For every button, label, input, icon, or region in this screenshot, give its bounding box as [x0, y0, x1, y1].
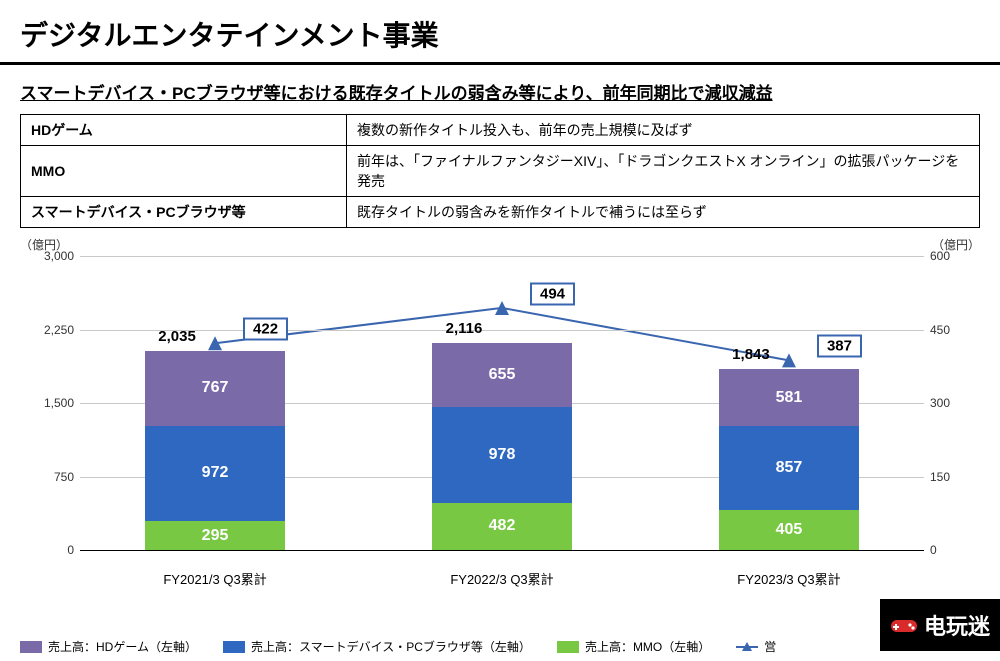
bar-segment-smart: 857: [719, 426, 859, 510]
line-value-label: 387: [817, 335, 862, 358]
table-key: スマートデバイス・PCブラウザ等: [21, 197, 347, 228]
x-category-label: FY2022/3 Q3累計: [450, 569, 553, 588]
legend-item-line: 営: [736, 638, 776, 655]
bar-segment-mmo: 405: [719, 510, 859, 550]
bar-segment-hd: 655: [432, 343, 572, 407]
subtitle: スマートデバイス・PCブラウザ等における既存タイトルの弱含み等により、前年同期比…: [0, 79, 1000, 114]
ytick-right: 600: [930, 249, 974, 263]
bar-group: 405857581: [719, 256, 859, 550]
bar-segment-smart: 978: [432, 407, 572, 503]
legend-swatch-mmo: [557, 641, 579, 653]
gamepad-icon: [890, 614, 918, 636]
legend-label-hd: 売上高：HDゲーム（左軸）: [48, 638, 197, 655]
legend-item-smart: 売上高：スマートデバイス・PCブラウザ等（左軸）: [223, 638, 531, 655]
bar-total-label: 1,843: [732, 346, 770, 363]
legend: 売上高：HDゲーム（左軸） 売上高：スマートデバイス・PCブラウザ等（左軸） 売…: [20, 638, 980, 655]
bar-total-label: 2,116: [446, 320, 483, 337]
table-key: HDゲーム: [21, 115, 347, 146]
legend-label-line: 営: [764, 638, 776, 655]
bar-segment-hd: 767: [145, 351, 285, 426]
table-value: 既存タイトルの弱含みを新作タイトルで補うには至らず: [347, 197, 980, 228]
ytick-right: 0: [930, 543, 974, 557]
gridline: [80, 550, 924, 551]
table-row: スマートデバイス・PCブラウザ等既存タイトルの弱含みを新作タイトルで補うには至ら…: [21, 197, 980, 228]
ytick-left: 2,250: [28, 323, 74, 337]
page-title: デジタルエンタテインメント事業: [0, 0, 1000, 65]
ytick-left: 3,000: [28, 249, 74, 263]
ytick-left: 1,500: [28, 396, 74, 410]
table-row: MMO前年は、「ファイナルファンタジーXIV」、「ドラゴンクエストX オンライン…: [21, 146, 980, 197]
line-value-label: 422: [243, 318, 288, 341]
ytick-right: 300: [930, 396, 974, 410]
legend-swatch-hd: [20, 641, 42, 653]
legend-item-hd: 売上高：HDゲーム（左軸）: [20, 638, 197, 655]
x-category-label: FY2021/3 Q3累計: [163, 569, 266, 588]
table-key: MMO: [21, 146, 347, 197]
line-value-label: 494: [530, 282, 575, 305]
bar-total-label: 2,035: [158, 328, 196, 345]
legend-label-mmo: 売上高：MMO（左軸）: [585, 638, 710, 655]
watermark-text: 电玩迷: [924, 609, 990, 641]
ytick-right: 150: [930, 470, 974, 484]
ytick-left: 0: [28, 543, 74, 557]
table-value: 複数の新作タイトル投入も、前年の売上規模に及ばず: [347, 115, 980, 146]
chart-area: （億円） （億円） 007501501,5003002,2504503,0006…: [20, 236, 980, 596]
legend-label-smart: 売上高：スマートデバイス・PCブラウザ等（左軸）: [251, 638, 531, 655]
legend-item-mmo: 売上高：MMO（左軸）: [557, 638, 710, 655]
x-category-label: FY2023/3 Q3累計: [737, 569, 840, 588]
legend-swatch-smart: [223, 641, 245, 653]
ytick-right: 450: [930, 323, 974, 337]
ytick-left: 750: [28, 470, 74, 484]
plot-region: 007501501,5003002,2504503,00060029597276…: [80, 256, 924, 550]
bar-segment-mmo: 295: [145, 521, 285, 550]
watermark-badge: 电玩迷: [880, 599, 1000, 651]
table-value: 前年は、「ファイナルファンタジーXIV」、「ドラゴンクエストX オンライン」の拡…: [347, 146, 980, 197]
info-table: HDゲーム複数の新作タイトル投入も、前年の売上規模に及ばずMMO前年は、「ファイ…: [20, 114, 980, 228]
bar-segment-mmo: 482: [432, 503, 572, 550]
bar-group: 295972767: [145, 256, 285, 550]
legend-swatch-line: [736, 641, 758, 653]
bar-segment-hd: 581: [719, 369, 859, 426]
bar-segment-smart: 972: [145, 426, 285, 521]
table-row: HDゲーム複数の新作タイトル投入も、前年の売上規模に及ばず: [21, 115, 980, 146]
